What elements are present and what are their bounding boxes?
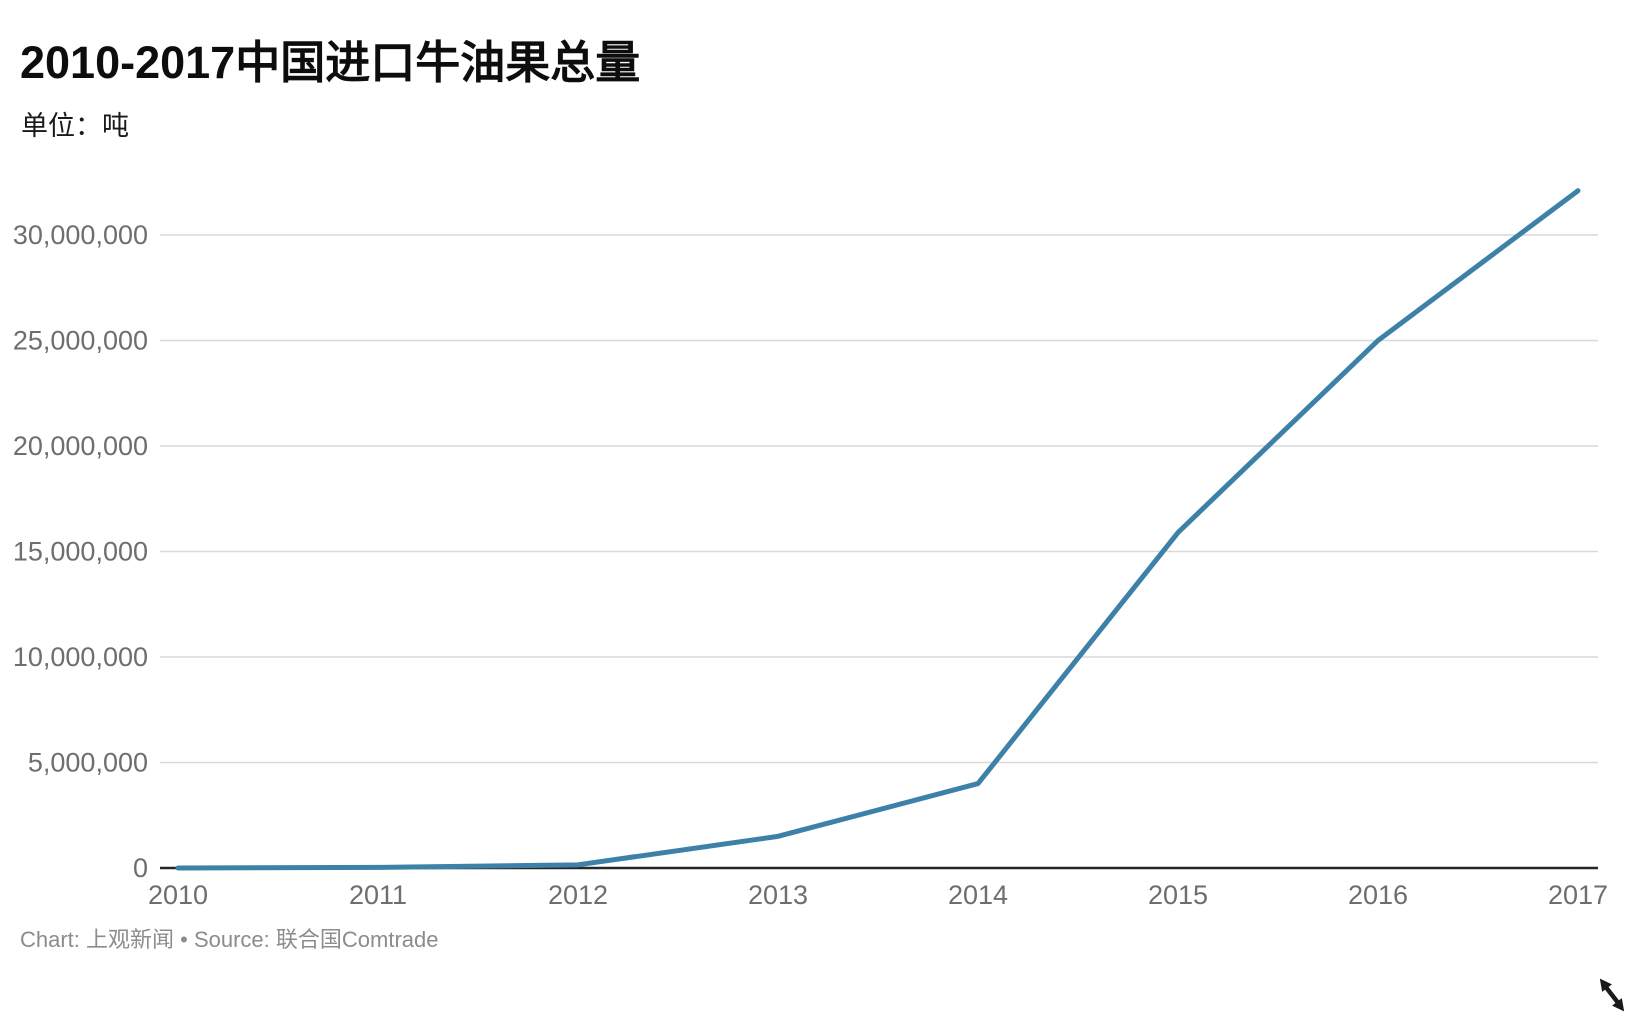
x-tick-label: 2015 [1148, 880, 1208, 910]
x-tick-label: 2013 [748, 880, 808, 910]
x-tick-label: 2016 [1348, 880, 1408, 910]
x-tick-label: 2011 [349, 880, 407, 910]
y-tick-label: 10,000,000 [13, 642, 148, 672]
x-tick-label: 2014 [948, 880, 1008, 910]
x-tick-label: 2017 [1548, 880, 1608, 910]
chart-attribution: Chart: 上观新闻 • Source: 联合国Comtrade [20, 927, 439, 952]
y-tick-label: 0 [133, 853, 148, 883]
chart-title: 2010-2017中国进口牛油果总量 [20, 37, 641, 88]
resize-cursor-icon [1599, 978, 1625, 1012]
y-tick-label: 20,000,000 [13, 431, 148, 461]
y-tick-label: 30,000,000 [13, 220, 148, 250]
y-tick-label: 5,000,000 [28, 748, 148, 778]
chart-unit-label: 单位：吨 [21, 111, 129, 141]
y-tick-label: 25,000,000 [13, 326, 148, 356]
data-line-series [175, 188, 1581, 871]
x-tick-label: 2010 [148, 880, 208, 910]
y-tick-label: 15,000,000 [13, 537, 148, 567]
x-tick-label: 2012 [548, 880, 608, 910]
